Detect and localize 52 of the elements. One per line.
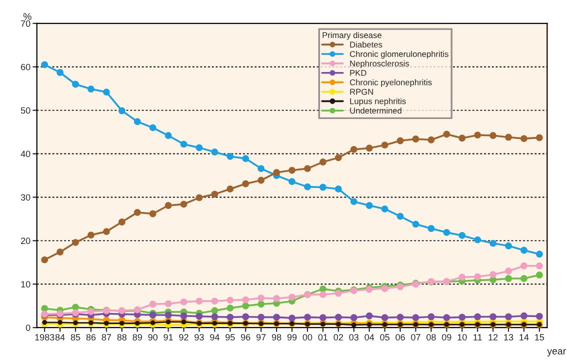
x-tick-label: 10 [458,334,467,340]
x-tick-label: 96 [241,334,250,340]
x-tick-label: 98 [272,334,282,340]
x-tick-label: 90 [148,334,158,340]
x-tick-label: 12 [488,334,498,340]
x-tick-label: 04 [364,334,374,340]
y-tick-label: 0 [26,324,30,331]
x-tick-label: 1983 [35,334,54,340]
x-tick-label: 89 [132,334,142,340]
x-tick-label: 92 [179,334,188,340]
x-tick-label: 86 [86,334,96,340]
legend-title: Primary disease [322,32,382,40]
x-tick-label: 13 [504,334,514,340]
x-tick-label: 87 [102,334,112,340]
x-tick-label: 06 [396,334,405,340]
legend-label: Diabetes [350,41,382,48]
x-tick-label: 14 [520,334,529,340]
x-tick-label: 08 [426,334,436,340]
x-tick-label: 88 [117,334,127,340]
x-tick-label: 95 [226,334,235,340]
y-tick-label: 20 [21,238,30,244]
x-tick-label: 11 [474,334,482,340]
x-tick-label: 94 [210,334,220,340]
x-tick-label: 15 [535,334,544,340]
x-axis-title: year [547,349,566,356]
x-tick-label: 99 [287,334,297,340]
x-tick-label: 91 [164,334,173,340]
legend-label: Chronic pyelonephritis [350,79,432,87]
y-axis-title: % [23,13,32,20]
y-tick-label: 70 [21,20,30,27]
x-tick-label: 01 [318,334,328,340]
x-tick-label: 97 [256,334,266,340]
y-tick-label: 10 [21,281,30,288]
x-tick-label: 05 [380,334,390,340]
legend-label: Nephrosclerosis [350,60,409,68]
y-tick-label: 30 [20,194,30,201]
legend-label: Chronic glomerulonephritis [350,50,448,59]
y-tick-label: 60 [21,64,30,70]
x-tick-label: 84 [55,334,65,340]
x-tick-label: 00 [302,334,312,340]
legend-label: RPGN [350,88,373,95]
y-tick-label: 40 [20,150,30,158]
x-tick-label: 03 [349,334,358,340]
x-tick-label: 07 [411,334,420,340]
x-tick-label: 02 [334,334,343,340]
x-tick-label: 09 [442,334,452,340]
legend-label: PKD [350,70,366,76]
legend-label: Undetermined [350,107,402,114]
y-tick-label: 50 [20,107,30,114]
x-tick-label: 93 [194,334,204,340]
x-tick-label: 85 [70,334,80,340]
legend-label: Lupus nephritis [350,98,406,106]
